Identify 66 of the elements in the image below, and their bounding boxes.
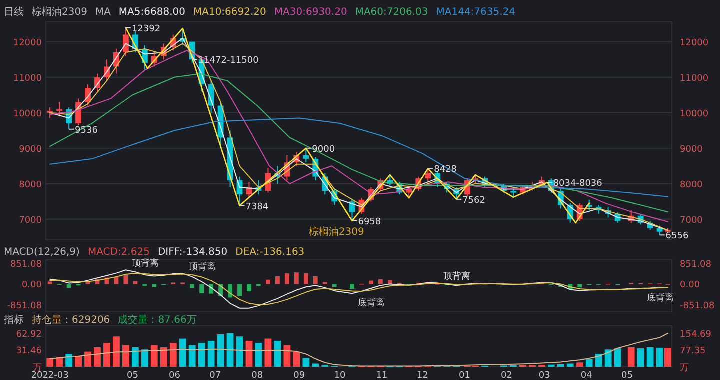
annotation: 棕榈油2309 <box>308 226 364 238</box>
legend-title: MACD(12,26,9) <box>4 247 80 258</box>
y-tick-label: 62.92 <box>16 330 42 340</box>
text: MA5:6688.00 <box>118 7 186 18</box>
y-tick-label: 0.00 <box>22 280 42 291</box>
x-tick-label: 06 <box>168 371 181 380</box>
x-tick-label: 2022-03 <box>31 371 69 380</box>
x-tick-label: 02 <box>500 371 512 380</box>
y2-tick-label: 7000 <box>680 216 704 226</box>
text: MA10:6692.20 <box>193 7 266 18</box>
text: MACD:2.625 <box>88 247 150 258</box>
x-tick-label: 05 <box>126 371 138 380</box>
annotation: 7562 <box>462 196 486 206</box>
annotation: 6958 <box>358 217 382 228</box>
y2-tick-label: 8000 <box>680 180 704 190</box>
y2-tick-label: 10000 <box>680 109 709 120</box>
legend-title: MA <box>95 7 112 18</box>
annotation: 6556 <box>666 232 689 242</box>
x-tick-label: 03 <box>538 371 550 380</box>
y-tick-label: 11000 <box>13 74 42 84</box>
series-label: DIFF:-134.850 <box>158 247 228 258</box>
annotation: 9000 <box>312 144 336 155</box>
annotation: 顶背离 <box>188 262 216 273</box>
x-tick-label: 01 <box>458 371 470 380</box>
y2-tick-label: 154.69 <box>680 330 712 340</box>
legend-title: 指标 <box>3 314 24 326</box>
text: 持仓量：629206 <box>32 314 110 326</box>
annotation: 12392 <box>132 24 161 34</box>
text: MA144:7635.24 <box>436 7 516 18</box>
x-tick-label: 05 <box>622 371 634 380</box>
y-tick-label: 12000 <box>13 38 42 48</box>
chart-subtitle: 棕榈油2309 <box>32 6 88 18</box>
annotation: 9536 <box>75 126 98 136</box>
x-tick-label: 11 <box>376 371 388 380</box>
y-tick-label: 851.08 <box>10 260 42 270</box>
series-label: 成交量：87.66万 <box>118 314 197 326</box>
annotation: 顶背离 <box>444 271 471 282</box>
y2-tick-label: 万 <box>680 364 689 374</box>
x-tick-label: 08 <box>252 371 264 380</box>
x-tick-label: 12 <box>416 371 428 380</box>
y-tick-label: 31.46 <box>16 346 42 357</box>
chart-title: 日线 <box>4 6 24 18</box>
annotation: 底背离 <box>358 298 386 309</box>
y-tick-label: 10000 <box>13 109 42 120</box>
y2-tick-label: 851.08 <box>680 260 712 270</box>
y-tick-label: 9000 <box>19 144 42 155</box>
x-tick-label: 09 <box>294 371 306 380</box>
y2-tick-label: 9000 <box>680 144 704 155</box>
y-tick-label: 万 <box>33 364 42 374</box>
y2-tick-label: -851.08 <box>680 301 716 312</box>
x-tick-label: 10 <box>334 371 346 380</box>
y2-tick-label: 77.35 <box>680 346 706 357</box>
annotation: 底背离 <box>646 292 674 304</box>
y-tick-label: 7000 <box>19 216 42 226</box>
text: DEA:-136.163 <box>236 247 305 258</box>
y-tick-label: 8000 <box>19 180 42 190</box>
y2-tick-label: 12000 <box>680 38 709 48</box>
annotation: 顶背离 <box>132 258 159 270</box>
text: MA30:6930.20 <box>274 7 348 18</box>
y2-tick-label: 11000 <box>680 74 709 84</box>
text: MA60:7206.03 <box>355 7 428 18</box>
x-tick-label: 07 <box>210 371 222 380</box>
y-tick-label: -851.08 <box>7 301 42 312</box>
annotation: 7384 <box>246 202 269 212</box>
x-tick-label: 04 <box>580 371 593 380</box>
y2-tick-label: 0.00 <box>680 280 700 291</box>
